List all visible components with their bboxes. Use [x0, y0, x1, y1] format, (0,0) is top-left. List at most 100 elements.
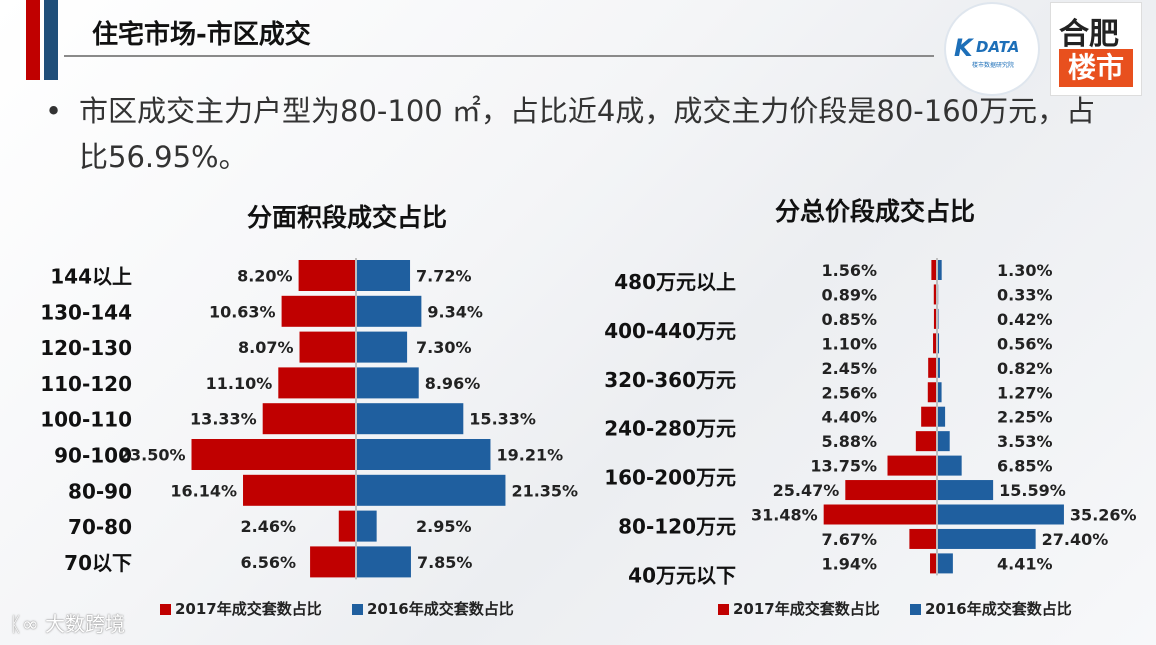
watermark-icon: ᛕ∞	[10, 612, 46, 636]
category-label: 400-440万元	[604, 319, 736, 343]
kdata-logo-text: DATA	[976, 38, 1020, 56]
bar-2017	[299, 331, 356, 363]
data-label-2016: 7.72%	[416, 267, 472, 286]
price-chart-title: 分总价段成交占比	[775, 197, 976, 226]
data-label-2016: 19.21%	[496, 446, 563, 465]
bar-2016	[937, 333, 940, 354]
area-chart-title: 分面积段成交占比	[247, 203, 448, 232]
bullet-dot: •	[45, 94, 63, 128]
data-label-2017: 2.45%	[821, 359, 877, 378]
bar-2016	[937, 455, 962, 476]
bar-2017	[909, 528, 937, 549]
bar-2017	[298, 260, 356, 291]
data-label-2017: 10.63%	[209, 302, 276, 321]
category-label: 480万元以上	[614, 270, 736, 294]
price-butterfly-chart: 1.56% 1.30% 480万元以上 0.89% 0.33% 0.85% 0.42% 400…	[604, 258, 1137, 618]
bar-2016	[356, 367, 419, 399]
category-label: 80-120万元	[618, 515, 736, 539]
bar-2016	[356, 546, 411, 578]
legend-label-2017: 2017年成交套数占比	[733, 600, 880, 618]
bar-2017	[930, 553, 937, 574]
bar-2016	[937, 406, 946, 427]
bar-2016	[937, 382, 942, 403]
bar-2017	[845, 480, 937, 501]
bar-2016	[937, 357, 940, 378]
data-label-2016: 21.35%	[511, 481, 578, 500]
bar-2016	[356, 474, 506, 506]
category-label: 144以上	[50, 265, 132, 289]
category-label: 120-130	[40, 336, 132, 360]
data-label-2017: 2.46%	[240, 517, 296, 536]
category-label: 70-80	[68, 515, 132, 539]
data-label-2017: 1.56%	[821, 261, 877, 280]
bar-2017	[191, 439, 356, 470]
data-label-2017: 8.20%	[237, 267, 293, 286]
bar-2017	[310, 546, 356, 578]
hefei-logo-bottom: 楼市	[1059, 49, 1133, 87]
data-label-2017: 7.67%	[821, 530, 877, 549]
bar-2016	[937, 260, 942, 280]
bar-2017	[933, 284, 937, 305]
data-label-2016: 6.85%	[997, 457, 1053, 476]
category-label: 160-200万元	[604, 466, 736, 490]
bar-2016	[356, 439, 491, 470]
category-label: 320-360万元	[604, 368, 736, 392]
category-label: 130-144	[40, 300, 132, 324]
data-label-2016: 8.96%	[425, 374, 481, 393]
data-label-2017: 23.50%	[119, 446, 186, 465]
bar-2016	[356, 295, 422, 327]
area-butterfly-chart: 8.20% 7.72% 144以上 10.63% 9.34% 130-144 8.07% 7.…	[40, 258, 578, 618]
data-label-2016: 9.34%	[427, 302, 483, 321]
legend-label-2016: 2016年成交套数占比	[367, 600, 514, 618]
bar-2017	[915, 431, 937, 452]
summary-bullet: • 市区成交主力户型为80-100 ㎡，占比近4成，成交主力价段是80-160万…	[45, 88, 1115, 180]
title-divider	[64, 55, 934, 57]
bar-2017	[281, 295, 356, 327]
data-label-2017: 4.40%	[821, 408, 877, 427]
data-label-2016: 27.40%	[1042, 530, 1109, 549]
data-label-2016: 15.33%	[469, 410, 536, 429]
data-label-2017: 0.85%	[821, 310, 877, 329]
watermark-text: 大数跨境	[45, 612, 126, 636]
category-label: 90-100	[54, 444, 132, 468]
bar-2016	[937, 480, 994, 501]
bar-2017	[931, 260, 937, 280]
kdata-logo-k: K	[954, 34, 973, 62]
legend-label-2016: 2016年成交套数占比	[925, 600, 1072, 618]
bar-2017	[338, 510, 356, 542]
bar-2017	[262, 403, 356, 435]
bar-2017	[823, 504, 937, 525]
hefei-loushi-logo: 合肥 楼市	[1050, 2, 1142, 96]
legend-swatch-2016	[910, 604, 921, 615]
category-label: 110-120	[40, 372, 132, 396]
legend-swatch-2016	[352, 604, 363, 615]
data-label-2017: 13.33%	[190, 410, 257, 429]
data-label-2016: 0.82%	[997, 359, 1053, 378]
bar-2017	[933, 308, 937, 329]
bar-2017	[921, 406, 937, 427]
data-label-2016: 2.25%	[997, 408, 1053, 427]
summary-text: 市区成交主力户型为80-100 ㎡，占比近4成，成交主力价段是80-160万元，…	[79, 94, 1096, 174]
data-label-2017: 16.14%	[170, 481, 237, 500]
data-label-2017: 6.56%	[240, 553, 296, 572]
data-label-2017: 13.75%	[810, 457, 877, 476]
bar-2016	[356, 260, 411, 291]
category-label: 80-90	[68, 479, 132, 503]
data-label-2017: 5.88%	[821, 432, 877, 451]
bar-2017	[278, 367, 356, 399]
bar-2017	[928, 357, 937, 378]
bar-2017	[243, 474, 356, 506]
legend-swatch-2017	[718, 604, 729, 615]
data-label-2016: 2.95%	[416, 517, 472, 536]
bar-2017	[887, 455, 937, 476]
data-label-2016: 35.26%	[1070, 506, 1137, 525]
legend-swatch-2017	[160, 604, 171, 615]
category-label: 40万元以下	[628, 563, 736, 587]
category-label: 240-280万元	[604, 417, 736, 441]
data-label-2016: 7.85%	[417, 553, 473, 572]
data-label-2016: 3.53%	[997, 432, 1053, 451]
data-label-2017: 25.47%	[773, 481, 840, 500]
data-label-2017: 11.10%	[206, 374, 273, 393]
kdata-logo: K DATA 楼市数据研究院	[944, 2, 1040, 96]
watermark: ᛕ∞ 大数跨境	[10, 608, 125, 637]
